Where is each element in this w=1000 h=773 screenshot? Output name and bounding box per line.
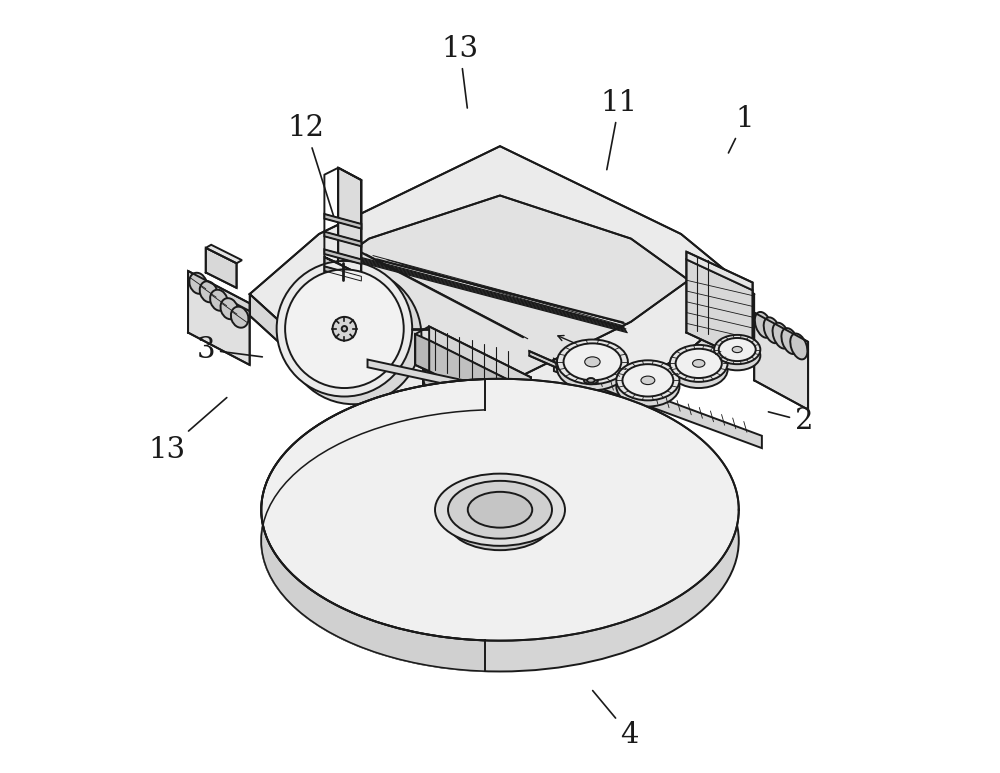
Polygon shape — [188, 279, 250, 365]
Ellipse shape — [448, 492, 552, 550]
Ellipse shape — [231, 307, 248, 328]
Ellipse shape — [714, 335, 760, 364]
Text: 13: 13 — [149, 397, 227, 464]
Polygon shape — [338, 168, 361, 276]
Ellipse shape — [564, 343, 621, 380]
Polygon shape — [681, 294, 754, 379]
Polygon shape — [311, 196, 689, 386]
Polygon shape — [423, 362, 546, 431]
Ellipse shape — [464, 380, 485, 409]
Ellipse shape — [714, 341, 760, 370]
Text: 1: 1 — [728, 105, 754, 153]
Polygon shape — [319, 357, 500, 470]
Ellipse shape — [781, 328, 799, 354]
Polygon shape — [423, 369, 546, 485]
Ellipse shape — [585, 357, 600, 367]
Ellipse shape — [200, 281, 217, 302]
Ellipse shape — [493, 383, 507, 390]
Polygon shape — [250, 294, 319, 379]
Polygon shape — [324, 232, 361, 247]
Polygon shape — [250, 146, 754, 448]
Ellipse shape — [504, 400, 526, 429]
Ellipse shape — [764, 318, 781, 343]
Polygon shape — [261, 379, 485, 671]
Polygon shape — [324, 257, 338, 281]
Ellipse shape — [210, 290, 228, 311]
Ellipse shape — [676, 349, 722, 378]
Ellipse shape — [448, 481, 552, 539]
Ellipse shape — [277, 261, 412, 397]
Ellipse shape — [557, 346, 628, 390]
Ellipse shape — [790, 333, 807, 359]
Ellipse shape — [557, 339, 628, 384]
Text: 13: 13 — [441, 35, 479, 108]
Polygon shape — [429, 326, 531, 391]
Ellipse shape — [342, 326, 347, 332]
Polygon shape — [754, 312, 808, 349]
Ellipse shape — [773, 323, 790, 349]
Polygon shape — [415, 334, 429, 371]
Text: 3: 3 — [196, 335, 262, 363]
Polygon shape — [324, 214, 361, 229]
Polygon shape — [529, 351, 592, 383]
Ellipse shape — [616, 360, 679, 400]
Ellipse shape — [524, 410, 546, 439]
Text: 4: 4 — [593, 690, 639, 748]
Ellipse shape — [220, 298, 238, 319]
Polygon shape — [429, 340, 531, 422]
Polygon shape — [369, 322, 500, 399]
Polygon shape — [206, 245, 242, 264]
Ellipse shape — [435, 474, 565, 546]
Ellipse shape — [468, 492, 532, 528]
Polygon shape — [324, 257, 361, 276]
Ellipse shape — [444, 369, 465, 399]
Polygon shape — [446, 382, 531, 456]
Ellipse shape — [189, 273, 207, 294]
Ellipse shape — [732, 346, 742, 352]
Ellipse shape — [285, 270, 404, 388]
Polygon shape — [311, 280, 369, 334]
Ellipse shape — [261, 379, 739, 641]
Ellipse shape — [484, 390, 505, 419]
Ellipse shape — [286, 269, 421, 404]
Ellipse shape — [587, 378, 595, 383]
Ellipse shape — [424, 359, 445, 389]
Ellipse shape — [261, 410, 739, 672]
Polygon shape — [686, 260, 753, 363]
Polygon shape — [554, 359, 762, 448]
Polygon shape — [188, 271, 250, 311]
Ellipse shape — [584, 376, 598, 384]
Polygon shape — [206, 248, 237, 288]
Polygon shape — [754, 320, 808, 410]
Ellipse shape — [622, 364, 673, 397]
Text: 2: 2 — [768, 407, 813, 435]
Ellipse shape — [641, 376, 655, 385]
Polygon shape — [368, 359, 492, 394]
Ellipse shape — [670, 351, 728, 388]
Text: 12: 12 — [287, 114, 334, 216]
Ellipse shape — [719, 338, 756, 361]
Polygon shape — [324, 250, 361, 264]
Polygon shape — [500, 357, 681, 470]
Ellipse shape — [755, 312, 772, 338]
Polygon shape — [686, 252, 753, 290]
Ellipse shape — [693, 359, 705, 367]
Ellipse shape — [670, 345, 728, 382]
Text: 11: 11 — [601, 89, 638, 169]
Polygon shape — [324, 267, 361, 281]
Ellipse shape — [333, 317, 356, 341]
Ellipse shape — [616, 366, 679, 407]
